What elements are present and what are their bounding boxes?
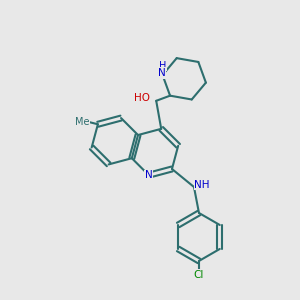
Text: N: N — [145, 170, 153, 180]
Text: NH: NH — [194, 180, 210, 190]
Text: HO: HO — [134, 93, 150, 103]
Text: H: H — [159, 61, 166, 71]
Text: Me: Me — [75, 117, 89, 127]
Text: N: N — [158, 68, 165, 78]
Text: Cl: Cl — [194, 270, 204, 280]
